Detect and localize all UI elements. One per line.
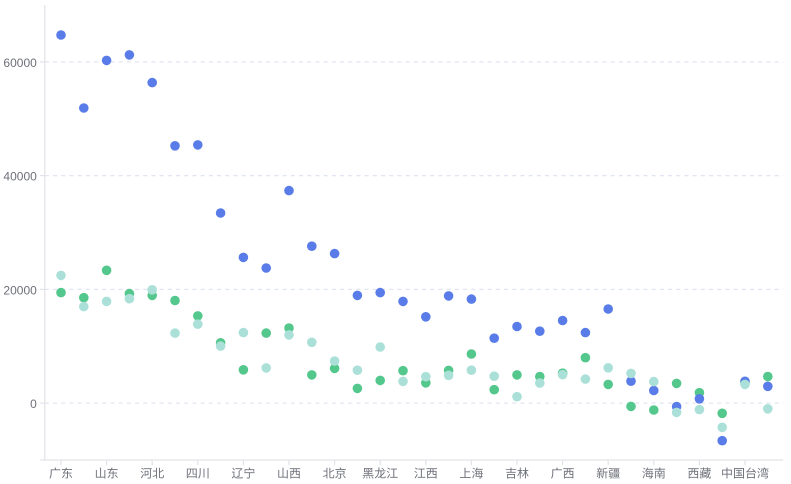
svg-text:40000: 40000 — [3, 170, 37, 184]
svg-text:60000: 60000 — [3, 56, 37, 70]
svg-text:20000: 20000 — [3, 284, 37, 298]
svg-text:0: 0 — [30, 397, 37, 411]
